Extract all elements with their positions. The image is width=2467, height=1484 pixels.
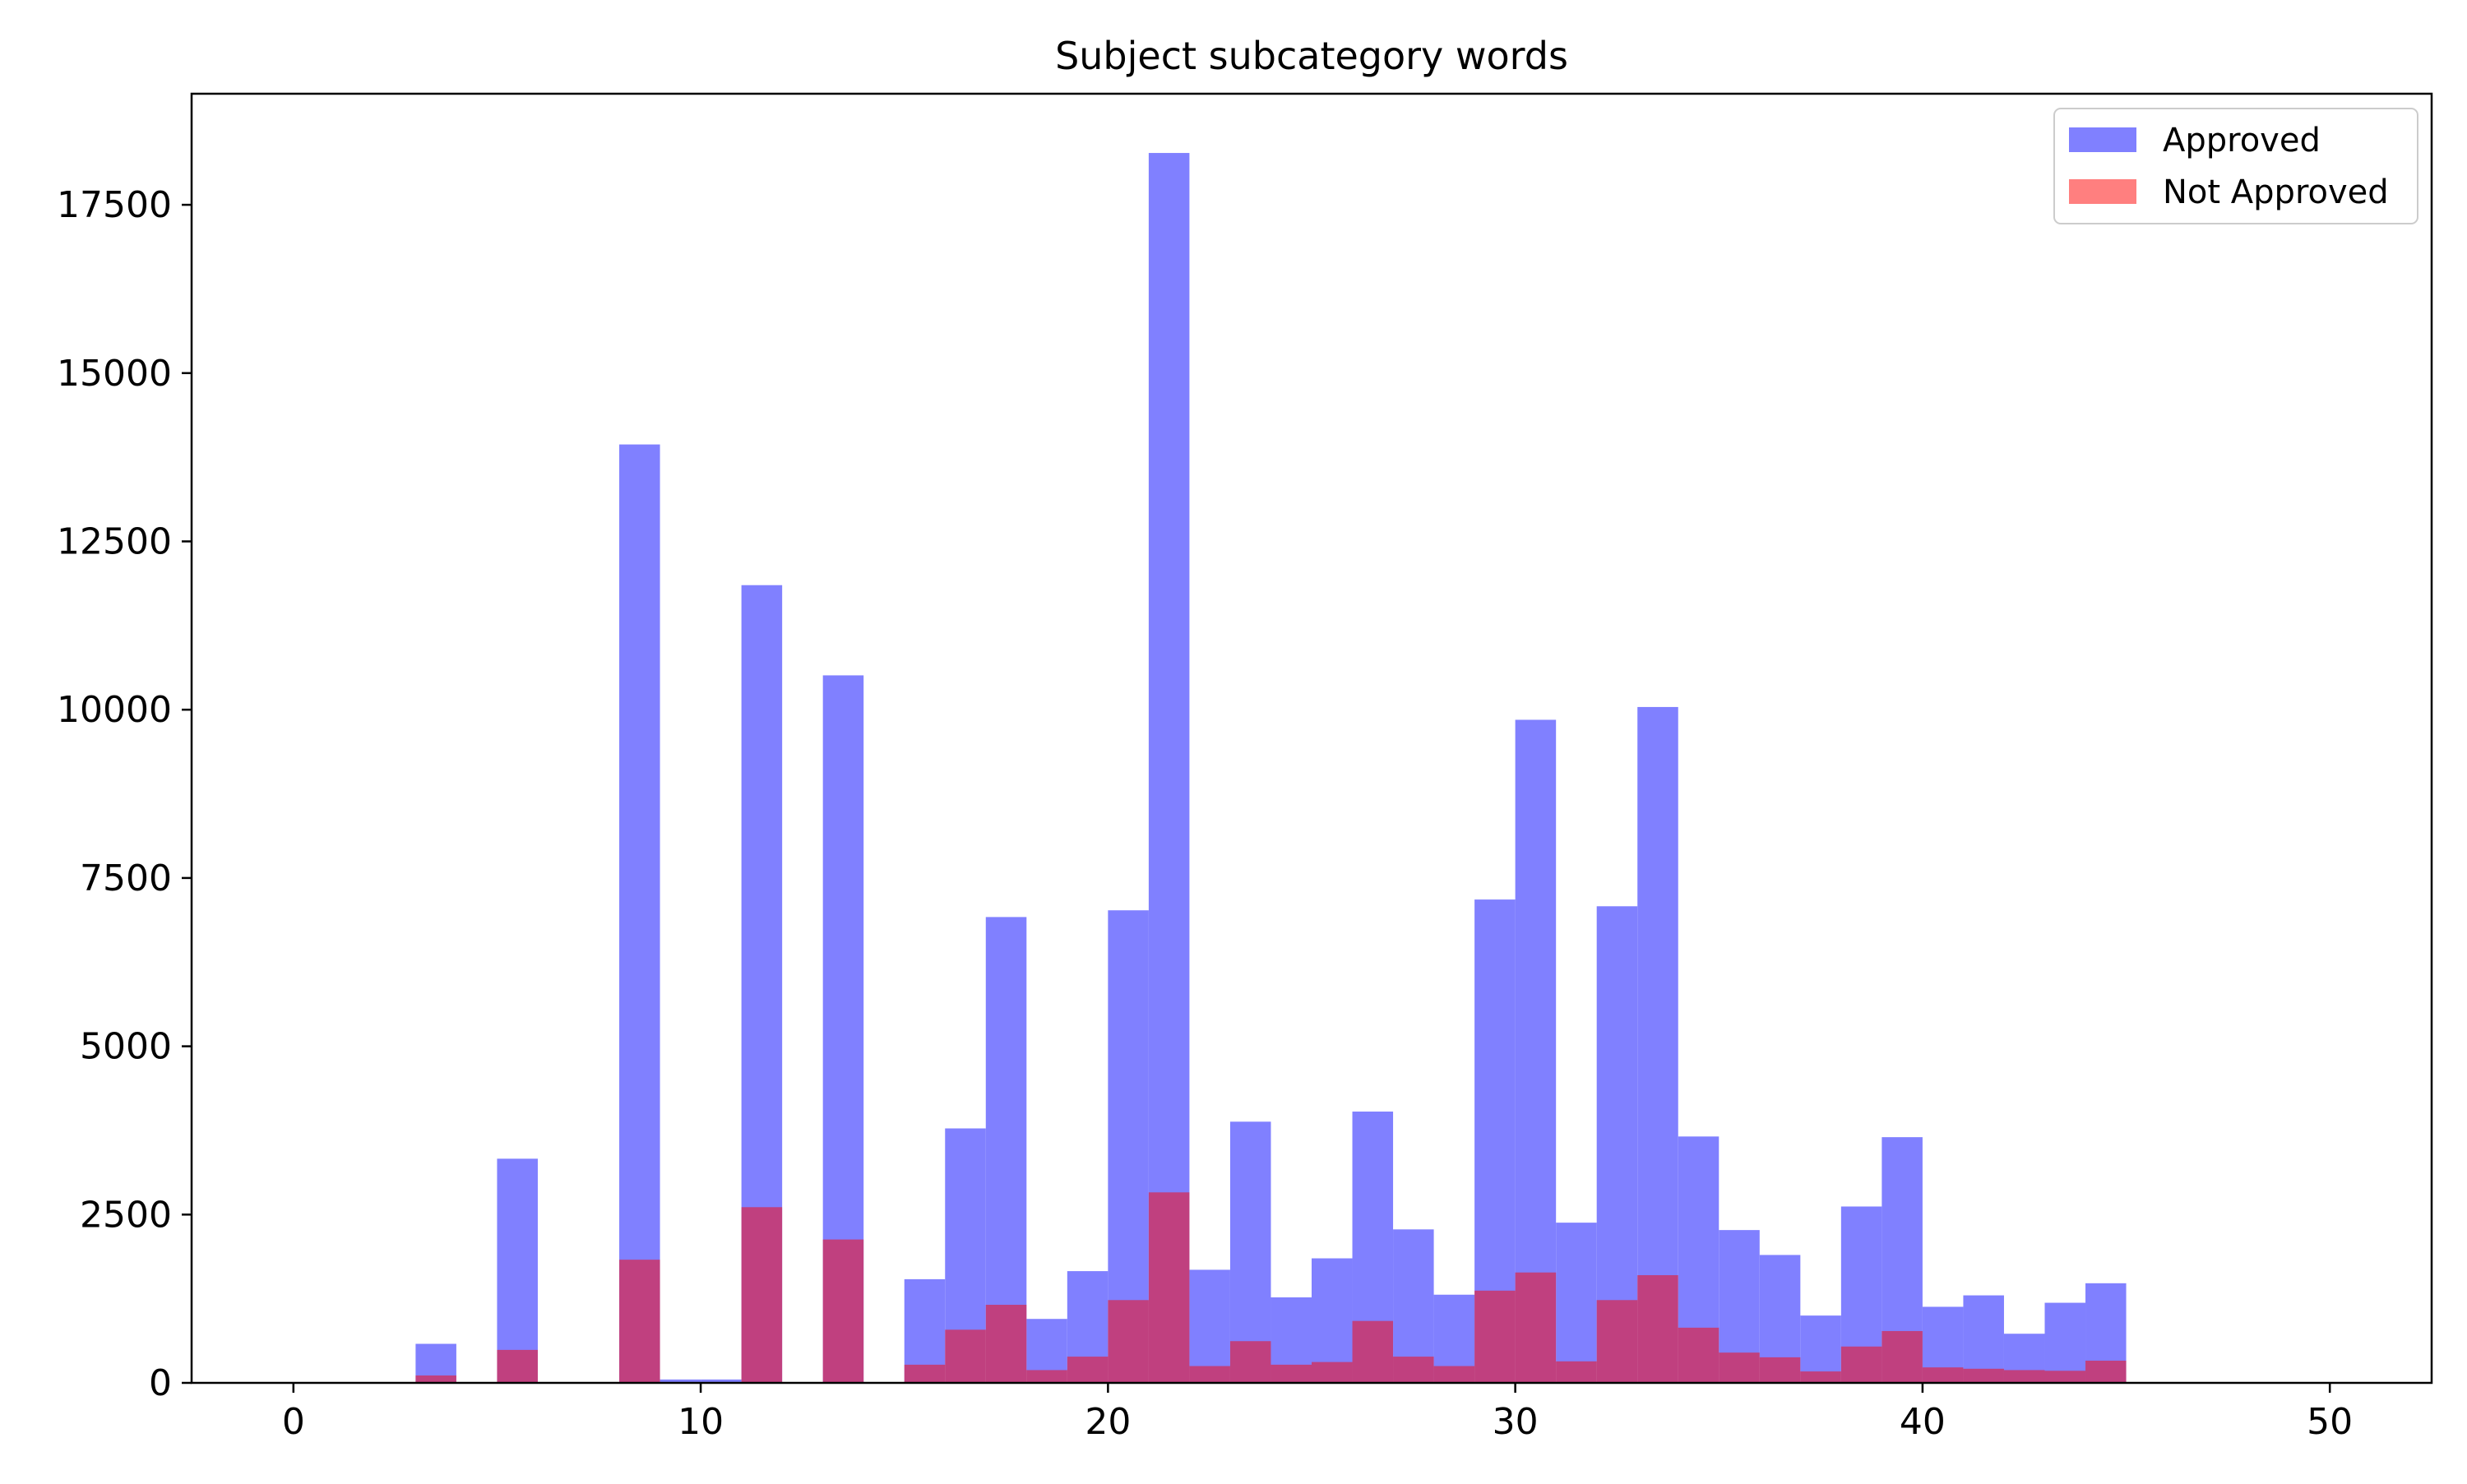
histogram-bar (1393, 1357, 1434, 1383)
histogram-bar (1067, 1357, 1109, 1383)
histogram-bar (1556, 1361, 1597, 1383)
histogram-bar (1963, 1295, 2004, 1383)
histogram-bar (2085, 1360, 2127, 1383)
x-tick-label: 40 (1900, 1401, 1946, 1443)
histogram-bar (1719, 1352, 1760, 1383)
y-tick-label: 15000 (57, 353, 172, 395)
histogram-bar (1922, 1367, 1964, 1383)
histogram-bar (1229, 1121, 1271, 1383)
histogram-bar (497, 1158, 538, 1383)
x-tick-label: 0 (282, 1401, 305, 1443)
histogram-bar (1800, 1371, 1841, 1383)
bars-layer (415, 153, 2127, 1383)
legend-box (2053, 108, 2418, 224)
legend-label-not-approved: Not Approved (2163, 173, 2389, 211)
histogram-bar (619, 444, 660, 1383)
histogram-bar (741, 1207, 783, 1383)
histogram-bar (1759, 1357, 1801, 1383)
y-tick-label: 17500 (57, 184, 172, 226)
x-tick-label: 10 (678, 1401, 724, 1443)
legend-swatch-not-approved (2069, 179, 2136, 204)
histogram-bar (1963, 1368, 2004, 1383)
histogram-bar (2044, 1371, 2086, 1383)
histogram-bar (1229, 1341, 1271, 1383)
histogram-bar (1189, 1366, 1230, 1383)
histogram-bar (2003, 1370, 2045, 1383)
histogram-bar (619, 1260, 660, 1383)
y-tick-label: 2500 (80, 1194, 172, 1236)
histogram-bar (1189, 1269, 1230, 1383)
histogram-bar (1148, 153, 1190, 1383)
histogram-bar (415, 1375, 456, 1383)
histogram-bar (2044, 1302, 2086, 1383)
x-tick-label: 50 (2307, 1401, 2353, 1443)
histogram-bar (1637, 1274, 1678, 1383)
histogram-bar (1556, 1223, 1597, 1383)
histogram-bar (1596, 1300, 1638, 1383)
chart-title: Subject subcategory words (1055, 34, 1568, 78)
histogram-bar (1678, 1327, 1719, 1383)
plot-frame (190, 92, 2433, 1385)
histogram-bar (1840, 1346, 1882, 1383)
y-tick-label: 0 (149, 1362, 172, 1404)
histogram-bar (1148, 1192, 1190, 1383)
x-tick-label: 30 (1493, 1401, 1539, 1443)
y-tick-label: 10000 (57, 689, 172, 731)
histogram-bar (1108, 1300, 1149, 1383)
histogram-bar (1433, 1366, 1475, 1383)
histogram-bar (1515, 719, 1557, 1383)
histogram-bar (945, 1329, 986, 1383)
histogram-bar (1637, 706, 1678, 1383)
legend-swatch-approved (2069, 127, 2136, 152)
histogram-bar (497, 1349, 538, 1383)
histogram-bar (822, 1239, 864, 1383)
legend: Approved Not Approved (2053, 108, 2418, 224)
x-tick-label: 20 (1085, 1401, 1131, 1443)
histogram-bar (985, 1305, 1027, 1383)
histogram-bar (1515, 1272, 1557, 1383)
histogram-bar (1474, 1290, 1516, 1383)
histogram-bar (660, 1379, 701, 1383)
histogram-bar (701, 1379, 742, 1383)
histogram-bar (1881, 1330, 1923, 1383)
histogram-bar (1352, 1320, 1394, 1383)
histogram-bar (1271, 1364, 1312, 1383)
histogram-bar (1026, 1370, 1067, 1383)
axes-layer: 0 10 20 30 40 50 0 2500 5000 7500 10000 12500 15000 1… (57, 92, 2433, 1443)
histogram-bar (904, 1364, 946, 1383)
y-tick-label: 5000 (80, 1026, 172, 1068)
histogram-bar (1312, 1361, 1353, 1383)
y-tick-label: 7500 (80, 858, 172, 899)
legend-label-approved: Approved (2163, 122, 2321, 159)
series-not-approved (415, 1192, 2127, 1383)
y-tick-label: 12500 (57, 521, 172, 563)
